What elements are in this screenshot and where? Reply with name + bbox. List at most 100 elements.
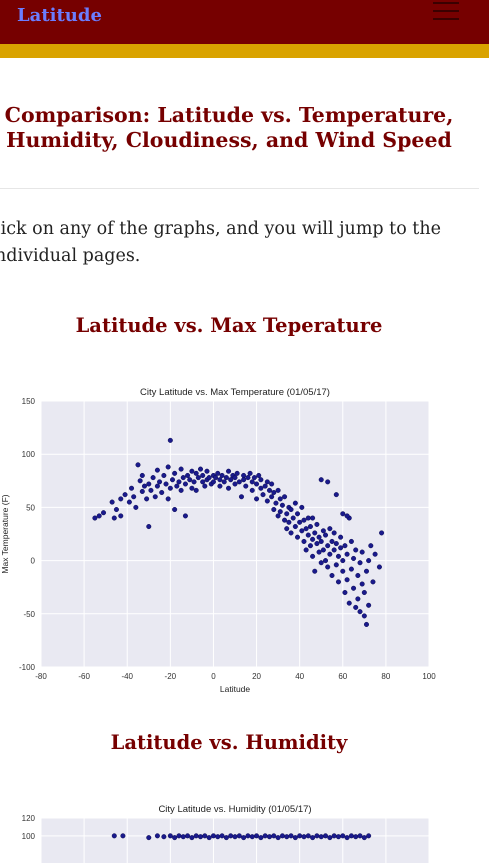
data-point bbox=[331, 547, 337, 553]
section-heading-humidity: Latitude vs. Humidity bbox=[110, 731, 348, 754]
data-point bbox=[101, 510, 107, 516]
data-point bbox=[182, 481, 188, 487]
data-point bbox=[275, 513, 281, 519]
data-point bbox=[305, 515, 311, 521]
data-point bbox=[372, 551, 378, 557]
data-point bbox=[340, 558, 346, 564]
data-point bbox=[217, 483, 223, 489]
data-point bbox=[297, 519, 303, 525]
data-point bbox=[363, 568, 369, 574]
data-point bbox=[176, 833, 182, 839]
data-point bbox=[338, 534, 344, 540]
data-point bbox=[167, 833, 173, 839]
data-point bbox=[146, 481, 152, 487]
data-point bbox=[187, 477, 193, 483]
data-point bbox=[299, 528, 305, 534]
data-point bbox=[266, 834, 272, 840]
data-point bbox=[258, 485, 264, 491]
data-point bbox=[195, 475, 201, 481]
data-point bbox=[223, 835, 229, 841]
data-point bbox=[161, 834, 167, 840]
data-point bbox=[361, 590, 367, 596]
data-point bbox=[262, 833, 268, 839]
data-point bbox=[122, 492, 128, 498]
data-point bbox=[286, 519, 292, 525]
data-point bbox=[333, 492, 339, 498]
menu-bar-line bbox=[433, 10, 459, 12]
data-point bbox=[169, 477, 175, 483]
navbar-brand-link[interactable]: Latitude bbox=[17, 5, 102, 26]
data-point bbox=[249, 479, 255, 485]
data-point bbox=[258, 835, 264, 841]
data-point bbox=[200, 472, 206, 478]
data-point bbox=[355, 572, 361, 578]
data-point bbox=[314, 833, 320, 839]
y-tick-label: -100 bbox=[19, 663, 36, 672]
data-point bbox=[215, 834, 221, 840]
y-tick-label: 50 bbox=[26, 503, 35, 512]
y-tick-label: 0 bbox=[31, 557, 36, 566]
data-point bbox=[185, 472, 191, 478]
data-point bbox=[111, 515, 117, 521]
data-point bbox=[223, 475, 229, 481]
x-tick-label: -60 bbox=[78, 672, 90, 681]
data-point bbox=[335, 579, 341, 585]
data-point bbox=[154, 467, 160, 473]
data-point bbox=[353, 834, 359, 840]
data-point bbox=[335, 553, 341, 559]
humidity-scatter-chart[interactable]: 100 120 City Latitude vs. Humidity (01/05/… bbox=[0, 797, 489, 863]
data-point bbox=[238, 494, 244, 500]
x-tick-label: 60 bbox=[338, 672, 347, 681]
data-point bbox=[310, 553, 316, 559]
data-point bbox=[139, 488, 145, 494]
data-point bbox=[172, 470, 178, 476]
data-point bbox=[340, 511, 346, 517]
data-point bbox=[264, 479, 270, 485]
data-point bbox=[258, 477, 264, 483]
intro-text: lick on any of the graphs, and you will … bbox=[0, 216, 475, 270]
data-point bbox=[290, 515, 296, 521]
data-point bbox=[342, 543, 348, 549]
data-point bbox=[241, 472, 247, 478]
data-point bbox=[323, 833, 329, 839]
data-point bbox=[271, 507, 277, 513]
data-point bbox=[176, 479, 182, 485]
data-point bbox=[366, 833, 372, 839]
data-point bbox=[226, 468, 232, 474]
data-point bbox=[146, 524, 152, 530]
data-point bbox=[310, 536, 316, 542]
data-point bbox=[269, 481, 275, 487]
data-point bbox=[200, 479, 206, 485]
data-point bbox=[357, 609, 363, 615]
data-point bbox=[167, 437, 173, 443]
temperature-scatter-chart[interactable]: -80 -60 -40 -20 0 20 40 60 80 100 -100 -50 0 50 100 150… bbox=[0, 380, 489, 700]
data-point bbox=[346, 600, 352, 606]
navbar: Latitude bbox=[0, 0, 489, 44]
data-point bbox=[154, 483, 160, 489]
data-point bbox=[316, 534, 322, 540]
data-point bbox=[228, 833, 234, 839]
page-title-line2: Humidity, Cloudiness, and Wind Speed bbox=[6, 128, 452, 152]
accent-bar bbox=[0, 44, 489, 58]
data-point bbox=[353, 604, 359, 610]
data-point bbox=[206, 475, 212, 481]
data-point bbox=[342, 590, 348, 596]
data-point bbox=[152, 494, 158, 500]
x-tick-label: 80 bbox=[381, 672, 390, 681]
data-point bbox=[277, 509, 283, 515]
hamburger-menu-icon[interactable] bbox=[429, 0, 463, 22]
data-point bbox=[348, 566, 354, 572]
data-point bbox=[325, 543, 331, 549]
data-point bbox=[198, 834, 204, 840]
data-point bbox=[288, 507, 294, 513]
divider bbox=[0, 188, 479, 189]
data-point bbox=[165, 496, 171, 502]
chart-title: City Latitude vs. Max Temperature (01/05… bbox=[140, 387, 330, 398]
data-point bbox=[333, 541, 339, 547]
data-point bbox=[331, 833, 337, 839]
data-point bbox=[249, 834, 255, 840]
data-point bbox=[118, 513, 124, 519]
data-point bbox=[163, 481, 169, 487]
data-point bbox=[368, 543, 374, 549]
data-point bbox=[331, 530, 337, 536]
